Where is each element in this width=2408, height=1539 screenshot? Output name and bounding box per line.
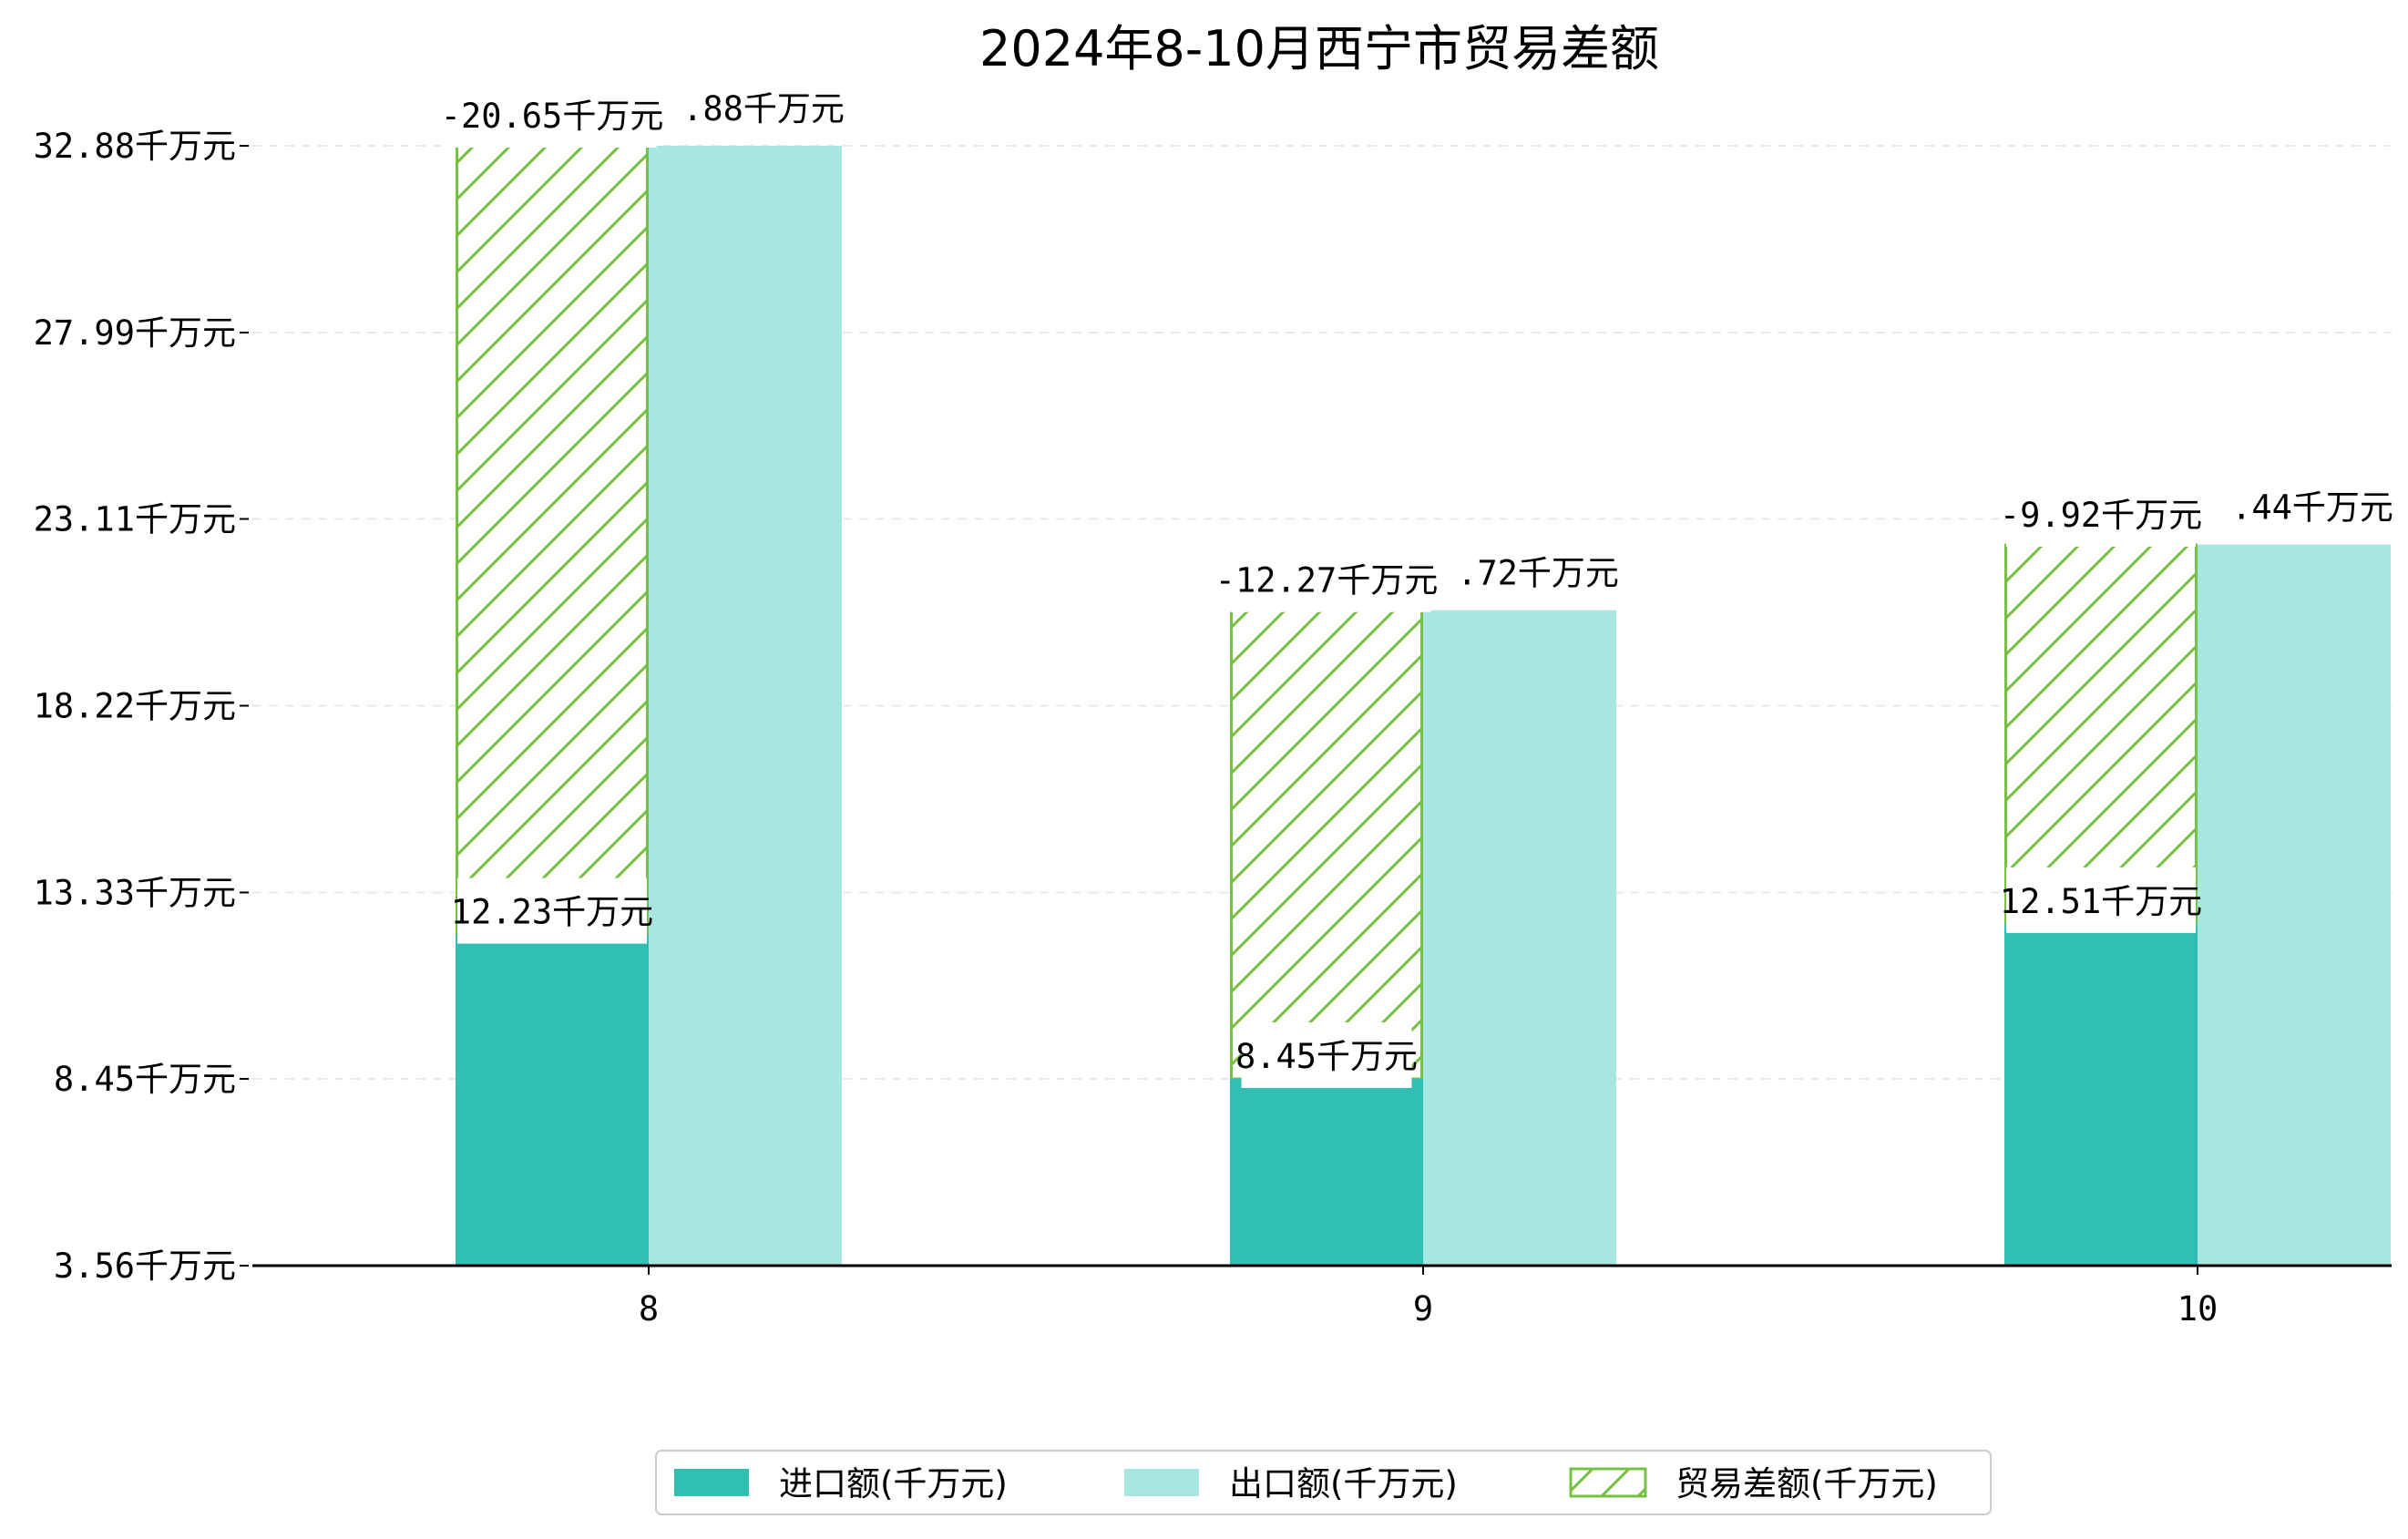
export-bar — [649, 146, 842, 1266]
y-tick-label: 23.11千万元 — [34, 500, 236, 539]
axes-layer: 3.56千万元 8.45千万元 13.33千万元 18.22千万元 23.11千万元 27… — [34, 127, 2392, 1329]
legend-label: 出口额(千万元) — [1229, 1464, 1458, 1503]
balance-value-label: -12.27千万元 — [1215, 561, 1439, 600]
balance-value-label: -9.92千万元 — [2000, 496, 2202, 535]
export-value-label-bg — [2198, 473, 2408, 539]
x-tick-label: 10 — [2177, 1289, 2218, 1329]
x-tick-label: 8 — [639, 1289, 659, 1329]
balance-bar — [1230, 609, 1423, 1081]
import-value-label-bg — [457, 877, 647, 944]
legend-label: 进口额(千万元) — [779, 1464, 1008, 1503]
legend-frame — [655, 1450, 1992, 1515]
export-value-label-bg — [650, 75, 877, 140]
y-tick-label: 13.33千万元 — [34, 873, 236, 912]
export-value-label-bg — [1424, 539, 1652, 605]
legend-swatch — [1124, 1469, 1199, 1496]
export-value-label: .72千万元 — [1457, 554, 1619, 593]
import-value-label-bg — [2006, 867, 2196, 933]
balance-value-label-bg — [1222, 546, 1431, 612]
import-bar — [456, 934, 649, 1266]
export-value-label: .44千万元 — [2231, 488, 2393, 528]
import-bar — [2004, 923, 2198, 1266]
import-value-label-bg — [1241, 1022, 1412, 1089]
balance-bar — [2004, 543, 2198, 926]
import-value-label: 12.51千万元 — [2000, 882, 2202, 921]
balance-value-label-bg — [2006, 481, 2196, 548]
y-tick-label: 3.56千万元 — [54, 1247, 236, 1286]
legend-swatch — [674, 1469, 749, 1496]
y-tick-label: 8.45千万元 — [54, 1060, 236, 1099]
legend-swatch — [1569, 1467, 1647, 1498]
balance-value-label: -20.65千万元 — [441, 97, 664, 136]
x-tick-label: 9 — [1413, 1289, 1433, 1329]
import-value-label: 8.45千万元 — [1235, 1037, 1418, 1076]
y-tick-label: 18.22千万元 — [34, 687, 236, 726]
bars-layer — [456, 144, 2391, 1266]
y-tick-label: 27.99千万元 — [34, 313, 236, 353]
export-bar — [2198, 544, 2391, 1266]
chart-legend: 进口额(千万元) 出口额(千万元) 贸易差额(千万元) — [655, 1450, 1992, 1515]
import-bar — [1230, 1079, 1423, 1266]
export-bar — [1423, 610, 1616, 1266]
import-value-label: 12.23千万元 — [451, 893, 653, 932]
balance-value-label-bg — [447, 82, 657, 148]
labels-layer: .88千万元 -20.65千万元 12.23千万元 .72千万元 -12.27千万元 8.… — [441, 75, 2408, 1089]
legend-label: 贸易差额(千万元) — [1675, 1464, 1938, 1503]
balance-bar — [456, 144, 649, 937]
export-value-label: .88千万元 — [682, 89, 845, 128]
y-tick-label: 32.88千万元 — [34, 127, 236, 166]
chart-title: 2024年8-10月西宁市贸易差额 — [979, 20, 1659, 77]
